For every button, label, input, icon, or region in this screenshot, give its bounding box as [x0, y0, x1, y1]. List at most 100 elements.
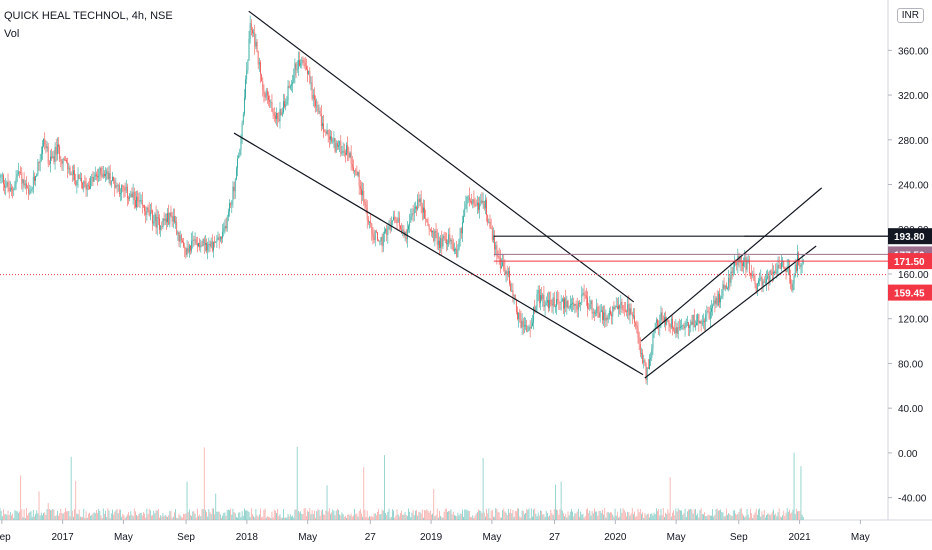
candle-body [661, 312, 663, 320]
currency-badge[interactable]: INR [896, 8, 924, 23]
volume-bar [156, 510, 158, 520]
volume-bar [497, 511, 499, 520]
candle-body [55, 146, 57, 155]
volume-bar [645, 515, 647, 520]
price-badge-label: 193.80 [894, 232, 925, 243]
candle-body [563, 298, 564, 309]
candle-body [470, 200, 471, 202]
candle-body [475, 205, 477, 207]
volume-bar [85, 511, 87, 520]
volume-bar [735, 513, 736, 520]
candle-body [384, 231, 385, 234]
candle-body [97, 176, 98, 178]
candle-body [575, 304, 577, 305]
candle-body [309, 71, 311, 83]
candle-body [620, 301, 622, 309]
candle-body [109, 173, 111, 185]
candle-body [241, 123, 243, 137]
volume-bar [536, 516, 538, 520]
volume-bar [21, 509, 23, 520]
candle-body [560, 301, 562, 303]
volume-bar [319, 515, 321, 520]
candle-body [263, 89, 265, 95]
volume-bar [487, 513, 489, 520]
candle-body [534, 306, 536, 313]
price-badge-box [888, 253, 932, 270]
candle-body [529, 327, 531, 329]
candle-body [141, 200, 143, 206]
candle-body [768, 275, 770, 282]
trendlines [0, 10, 888, 379]
candle-body [556, 298, 557, 307]
candle-body [213, 241, 214, 251]
volume-bar [551, 513, 553, 520]
candle-body [271, 102, 273, 112]
candle-body [336, 143, 338, 147]
candle-body [618, 305, 619, 310]
volume-bar [428, 512, 430, 520]
volume-bar [554, 484, 556, 520]
volume-bar [342, 514, 344, 520]
volume-bar [409, 511, 411, 520]
volume-bar [703, 514, 704, 520]
volume-bar [529, 517, 531, 520]
candle-body [375, 231, 377, 233]
candle-body [705, 314, 707, 322]
volume-bar [43, 513, 45, 520]
candle-body [393, 216, 394, 221]
volume-bar [232, 508, 234, 520]
volume-bar [335, 510, 337, 520]
volume-bar [39, 515, 41, 520]
candle-body [281, 112, 283, 116]
volume-bar [246, 510, 248, 520]
volume-bar [732, 510, 734, 520]
candle-body [198, 243, 199, 247]
candle-body [392, 220, 393, 222]
candle-body [495, 245, 497, 250]
candle-body [616, 305, 618, 310]
volume-bar [161, 516, 163, 520]
candle-body [371, 223, 373, 234]
candle-body [207, 244, 209, 251]
volume-bar [0, 510, 2, 520]
volume-bar [597, 515, 599, 520]
volume-bar [604, 508, 606, 520]
candle-body [650, 358, 652, 360]
volume-bar [522, 511, 524, 520]
candle-body [312, 94, 314, 99]
candle-body [397, 217, 399, 223]
candle-body [100, 167, 102, 174]
volume-bar [682, 514, 684, 520]
volume-bar [207, 516, 209, 520]
candle-body [333, 138, 335, 142]
volume-bar [273, 509, 275, 520]
candle-body [785, 269, 787, 272]
volume-bar [431, 514, 432, 520]
volume-bar [237, 517, 238, 520]
candle-body [387, 227, 389, 236]
candle-body [246, 69, 248, 80]
volume-bar [34, 516, 35, 520]
volume-bar [209, 512, 211, 520]
volume-bar [565, 514, 567, 520]
volume-bar [437, 517, 439, 520]
candle-body [138, 201, 140, 203]
volume-bar [397, 514, 399, 520]
candle-body [35, 175, 36, 181]
volume-bar [675, 508, 677, 520]
volume-bar [95, 509, 97, 520]
volume-bar [175, 509, 176, 520]
volume-bar [418, 511, 420, 520]
volume-bar [440, 515, 442, 520]
volume-bar [561, 510, 563, 520]
volume-bar [502, 510, 504, 520]
candle-body [363, 190, 365, 202]
volume-bar [611, 512, 613, 520]
volume-bar [109, 517, 111, 520]
volume-bar [592, 513, 594, 520]
candle-body [566, 300, 568, 308]
candle-body [115, 185, 117, 188]
candle-body [684, 326, 686, 329]
volume-bar [672, 512, 673, 520]
